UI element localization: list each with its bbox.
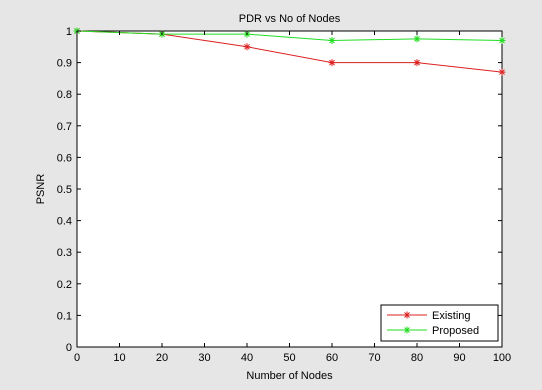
data-point-proposed	[498, 36, 506, 44]
y-tick-label: 0.2	[57, 279, 72, 291]
x-tick-label: 40	[241, 352, 253, 364]
x-tick-label: 100	[493, 352, 511, 364]
data-point-existing	[328, 59, 336, 67]
x-tick-label: 80	[411, 352, 423, 364]
legend-marker	[403, 326, 411, 334]
y-tick-label: 0.9	[57, 58, 72, 70]
x-tick-label: 20	[156, 352, 168, 364]
x-tick-label: 70	[368, 352, 380, 364]
x-axis-label: Number of Nodes	[246, 370, 333, 382]
x-tick-label: 90	[453, 352, 465, 364]
x-tick-label: 10	[113, 352, 125, 364]
data-point-existing	[243, 43, 251, 51]
y-tick-label: 0.4	[57, 216, 72, 228]
data-point-proposed	[413, 35, 421, 43]
data-point-proposed	[328, 36, 336, 44]
y-tick-label: 0.5	[57, 184, 72, 196]
series-line-proposed	[76, 30, 503, 41]
y-tick-label: 0.1	[57, 310, 72, 322]
legend-label: Proposed	[432, 325, 479, 337]
legend-box	[380, 304, 499, 342]
legend: Existing Proposed	[380, 304, 499, 342]
legend-entry-existing: Existing	[387, 310, 471, 322]
y-tick-label: 0.8	[57, 89, 72, 101]
x-tick-label: 50	[283, 352, 295, 364]
plot-area	[76, 30, 503, 348]
chart-title: PDR vs No of Nodes	[239, 13, 341, 25]
legend-label: Existing	[432, 310, 471, 322]
data-point-existing	[413, 59, 421, 67]
y-tick-label: 0.6	[57, 152, 72, 164]
y-axis-label: PSNR	[35, 174, 47, 205]
y-tick-label: 0	[66, 342, 72, 354]
y-tick-label: 0.3	[57, 247, 72, 259]
data-point-existing	[498, 68, 506, 76]
x-tick-label: 0	[74, 352, 80, 364]
y-tick-label: 0.7	[57, 121, 72, 133]
x-tick-label: 30	[198, 352, 210, 364]
x-tick-label: 60	[326, 352, 338, 364]
y-tick-label: 1	[66, 26, 72, 38]
legend-marker	[403, 311, 411, 319]
legend-entry-proposed: Proposed	[387, 325, 479, 337]
